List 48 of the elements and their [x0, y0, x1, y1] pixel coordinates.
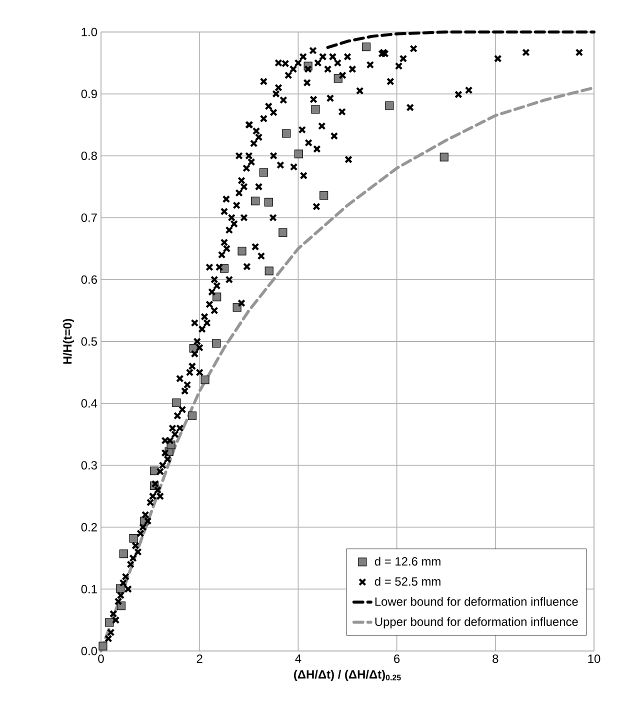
- point: [294, 150, 303, 158]
- x-tick-label: 4: [295, 654, 302, 663]
- y-axis-title: H/H(t=0): [62, 319, 74, 364]
- y-tick-label: 0.0: [81, 646, 98, 656]
- point: [362, 42, 371, 52]
- y-tick-label: 0.5: [81, 337, 97, 346]
- point: [172, 398, 181, 408]
- legend-label: d = 12.6 mm: [374, 556, 440, 566]
- point: [212, 339, 221, 348]
- x-tick-label: 0: [98, 654, 104, 663]
- point: [232, 303, 242, 312]
- x-tick-label: 6: [394, 654, 400, 663]
- point: [116, 584, 125, 593]
- y-tick-label: 1.0: [82, 28, 98, 36]
- legend-label: d = 52.5 mm: [374, 576, 440, 586]
- x-tick-label: 10: [588, 654, 600, 663]
- y-tick-label: 0.1: [81, 584, 97, 594]
- y-tick-label: 0.7: [81, 213, 97, 222]
- legend-label: Upper bound for deformation influence: [375, 617, 578, 628]
- point: [238, 246, 246, 256]
- point: [200, 376, 210, 384]
- point: [212, 292, 222, 302]
- y-tick-label: 0.3: [81, 461, 97, 470]
- point: [129, 534, 138, 543]
- y-tick-label: 0.8: [81, 152, 97, 160]
- point: [105, 618, 114, 627]
- x-tick-label: 2: [196, 654, 202, 663]
- point: [98, 642, 108, 650]
- point: [150, 466, 159, 476]
- x-tick-label: 8: [492, 654, 498, 663]
- y-tick-label: 0.6: [81, 275, 97, 284]
- legend-label: Lower bound for deformation influence: [375, 597, 578, 606]
- point: [119, 550, 128, 558]
- point: [259, 168, 268, 177]
- point: [385, 101, 394, 110]
- point: [264, 266, 274, 276]
- y-tick-label: 0.4: [81, 399, 98, 408]
- point: [282, 129, 291, 138]
- x-axis-title: (ΔH/Δt) / (ΔH/Δt)$_{0.25}$: [294, 670, 401, 681]
- point: [251, 196, 260, 206]
- point: [188, 411, 196, 420]
- y-tick-label: 0.2: [81, 522, 97, 532]
- point: [264, 198, 273, 207]
- y-tick-label: 0.9: [81, 90, 97, 98]
- point: [320, 191, 328, 200]
- point: [311, 105, 320, 114]
- point: [278, 228, 288, 237]
- point: [440, 152, 448, 162]
